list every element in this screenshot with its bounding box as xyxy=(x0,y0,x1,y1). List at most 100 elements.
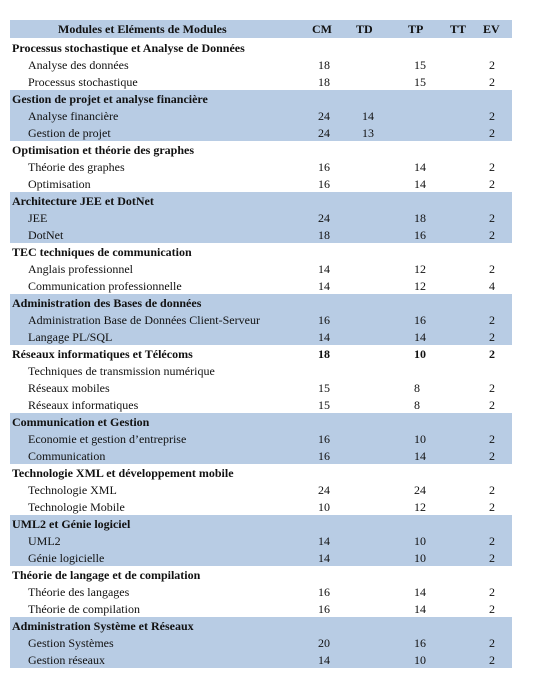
item-label: Administration Base de Données Client-Se… xyxy=(28,313,260,327)
value-cell: 14 xyxy=(414,585,426,599)
group-row: Administration des Bases de données xyxy=(10,294,512,311)
value-cell: 24 xyxy=(318,483,330,497)
value-cell: 2 xyxy=(489,500,495,514)
value-cell: 2 xyxy=(489,313,495,327)
item-label: Technologie XML xyxy=(28,483,117,497)
item-row: Réseaux informatiques 15 8 2 xyxy=(10,396,512,413)
item-label: Gestion réseaux xyxy=(28,653,105,667)
item-row: Technologie XML 24 24 2 xyxy=(10,481,512,498)
value-cell: 2 xyxy=(489,381,495,395)
value-cell: 16 xyxy=(414,228,426,242)
group-row: TEC techniques de communication xyxy=(10,243,512,260)
value-cell: 16 xyxy=(318,602,330,616)
value-cell: 2 xyxy=(489,75,495,89)
value-cell: 12 xyxy=(414,262,426,276)
value-cell: 16 xyxy=(318,432,330,446)
value-cell: 16 xyxy=(318,313,330,327)
value-cell: 10 xyxy=(318,500,330,514)
value-cell: 24 xyxy=(318,126,330,140)
value-cell: 14 xyxy=(414,160,426,174)
value-cell: 2 xyxy=(489,636,495,650)
header-cell: TT xyxy=(450,22,467,36)
value-cell: 24 xyxy=(318,211,330,225)
group-name: Administration Système et Réseaux xyxy=(12,619,194,633)
item-label: Analyse financière xyxy=(28,109,119,123)
item-row: Gestion Systèmes 20 16 2 xyxy=(10,634,512,651)
value-cell: 14 xyxy=(318,534,330,548)
value-cell: 14 xyxy=(414,449,426,463)
value-cell: 2 xyxy=(489,262,495,276)
group-row: Gestion de projet et analyse financière xyxy=(10,90,512,107)
value-cell: 16 xyxy=(318,585,330,599)
value-cell: 15 xyxy=(318,381,330,395)
item-label: Communication xyxy=(28,449,106,463)
item-label: Processus stochastique xyxy=(28,75,138,89)
header-row: Modules et Eléments de Modules CM TD TP TT EV xyxy=(10,20,512,38)
item-row: Gestion de projet 24 13 2 xyxy=(10,124,512,141)
value-cell: 14 xyxy=(318,653,330,667)
value-cell: 2 xyxy=(489,449,495,463)
value-cell: 2 xyxy=(489,585,495,599)
item-row: Optimisation 16 14 2 xyxy=(10,175,512,192)
item-label: Analyse des données xyxy=(28,58,129,72)
value-cell: 2 xyxy=(489,330,495,344)
value-cell: 10 xyxy=(414,432,426,446)
group-row: Administration Système et Réseaux xyxy=(10,617,512,634)
group-row: Processus stochastique et Analyse de Don… xyxy=(10,39,512,56)
item-label: Langage PL/SQL xyxy=(28,330,113,344)
item-label: Génie logicielle xyxy=(28,551,105,565)
value-cell: 2 xyxy=(489,126,495,140)
value-cell: 2 xyxy=(489,228,495,242)
value-cell: 8 xyxy=(414,381,420,395)
item-row: Techniques de transmission numérique xyxy=(10,362,512,379)
item-label: Economie et gestion d’entreprise xyxy=(28,432,187,446)
group-row: Théorie de langage et de compilation xyxy=(10,566,512,583)
value-cell: 2 xyxy=(489,551,495,565)
value-cell: 16 xyxy=(318,160,330,174)
value-cell: 2 xyxy=(489,347,495,361)
item-label: Théorie de compilation xyxy=(28,602,140,616)
group-name: Technologie XML et développement mobile xyxy=(12,466,234,480)
group-name: Architecture JEE et DotNet xyxy=(12,194,154,208)
value-cell: 18 xyxy=(318,347,330,361)
item-row: Economie et gestion d’entreprise 16 10 2 xyxy=(10,430,512,447)
value-cell: 10 xyxy=(414,534,426,548)
header-cell: Modules et Eléments de Modules xyxy=(58,22,227,36)
value-cell: 2 xyxy=(489,211,495,225)
item-row: Anglais professionnel 14 12 2 xyxy=(10,260,512,277)
group-row: Optimisation et théorie des graphes xyxy=(10,141,512,158)
item-row: Analyse des données 18 15 2 xyxy=(10,56,512,73)
value-cell: 14 xyxy=(362,109,374,123)
item-row: UML2 14 10 2 xyxy=(10,532,512,549)
header-cell: TP xyxy=(408,22,424,36)
header-cell: EV xyxy=(483,22,500,36)
item-label: Technologie Mobile xyxy=(28,500,125,514)
value-cell: 12 xyxy=(414,500,426,514)
value-cell: 14 xyxy=(414,330,426,344)
value-cell: 2 xyxy=(489,58,495,72)
item-label: Gestion de projet xyxy=(28,126,111,140)
value-cell: 2 xyxy=(489,109,495,123)
group-row: Réseaux informatiques et Télécoms 18 10 2 xyxy=(10,345,512,362)
group-name: TEC techniques de communication xyxy=(12,245,192,259)
value-cell: 13 xyxy=(362,126,374,140)
value-cell: 16 xyxy=(318,449,330,463)
item-row: Analyse financière 24 14 2 xyxy=(10,107,512,124)
value-cell: 18 xyxy=(318,58,330,72)
item-label: Optimisation xyxy=(28,177,91,191)
item-row: DotNet 18 16 2 xyxy=(10,226,512,243)
item-label: UML2 xyxy=(28,534,61,548)
value-cell: 14 xyxy=(414,177,426,191)
item-row: Théorie des graphes 16 14 2 xyxy=(10,158,512,175)
value-cell: 10 xyxy=(414,653,426,667)
group-row: UML2 et Génie logiciel xyxy=(10,515,512,532)
header-cell: CM xyxy=(312,22,332,36)
group-name: UML2 et Génie logiciel xyxy=(12,517,131,531)
value-cell: 24 xyxy=(414,483,426,497)
item-row: Processus stochastique 18 15 2 xyxy=(10,73,512,90)
value-cell: 14 xyxy=(414,602,426,616)
group-row: Technologie XML et développement mobile xyxy=(10,464,512,481)
value-cell: 14 xyxy=(318,551,330,565)
item-row: Gestion réseaux 14 10 2 xyxy=(10,651,512,668)
group-row: Communication et Gestion xyxy=(10,413,512,430)
